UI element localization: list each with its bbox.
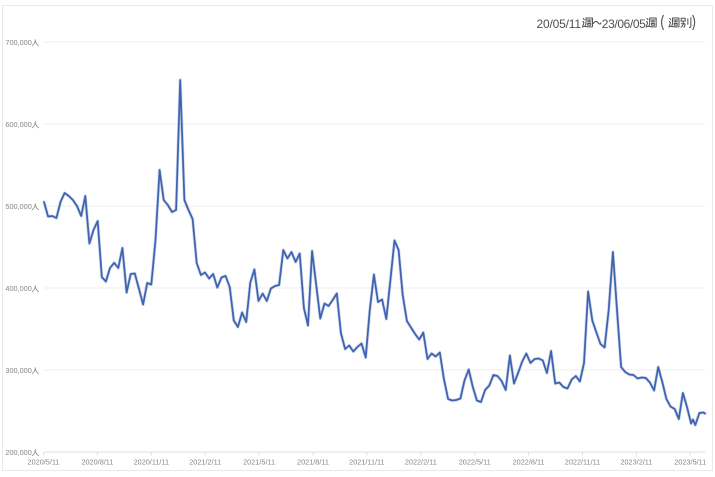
svg-text:2022/2/11: 2022/2/11 (405, 457, 437, 466)
svg-text:400,000: 400,000 (5, 284, 31, 293)
svg-text:2023/5/11: 2023/5/11 (674, 457, 706, 466)
svg-text:2021/5/11: 2021/5/11 (243, 457, 275, 466)
svg-text:2022/11/11: 2022/11/11 (565, 457, 600, 466)
svg-text:2022/8/11: 2022/8/11 (513, 457, 545, 466)
svg-text:2021/2/11: 2021/2/11 (189, 457, 221, 466)
svg-text:2020/8/11: 2020/8/11 (81, 457, 113, 466)
svg-text:500,000: 500,000 (5, 202, 31, 211)
svg-text:2023/2/11: 2023/2/11 (620, 457, 652, 466)
svg-text:200,000: 200,000 (5, 448, 31, 457)
svg-text:300,000: 300,000 (5, 366, 31, 375)
svg-text:600,000: 600,000 (5, 120, 31, 129)
svg-text:700,000: 700,000 (5, 38, 31, 47)
svg-text:2021/11/11: 2021/11/11 (349, 457, 384, 466)
svg-text:20/05/11: 20/05/11 (537, 17, 582, 31)
svg-text:23/06/05: 23/06/05 (602, 17, 646, 31)
svg-text:2021/8/11: 2021/8/11 (297, 457, 329, 466)
svg-text:2022/5/11: 2022/5/11 (459, 457, 491, 466)
svg-text:2020/11/11: 2020/11/11 (134, 457, 169, 466)
svg-text:2020/5/11: 2020/5/11 (28, 457, 60, 466)
